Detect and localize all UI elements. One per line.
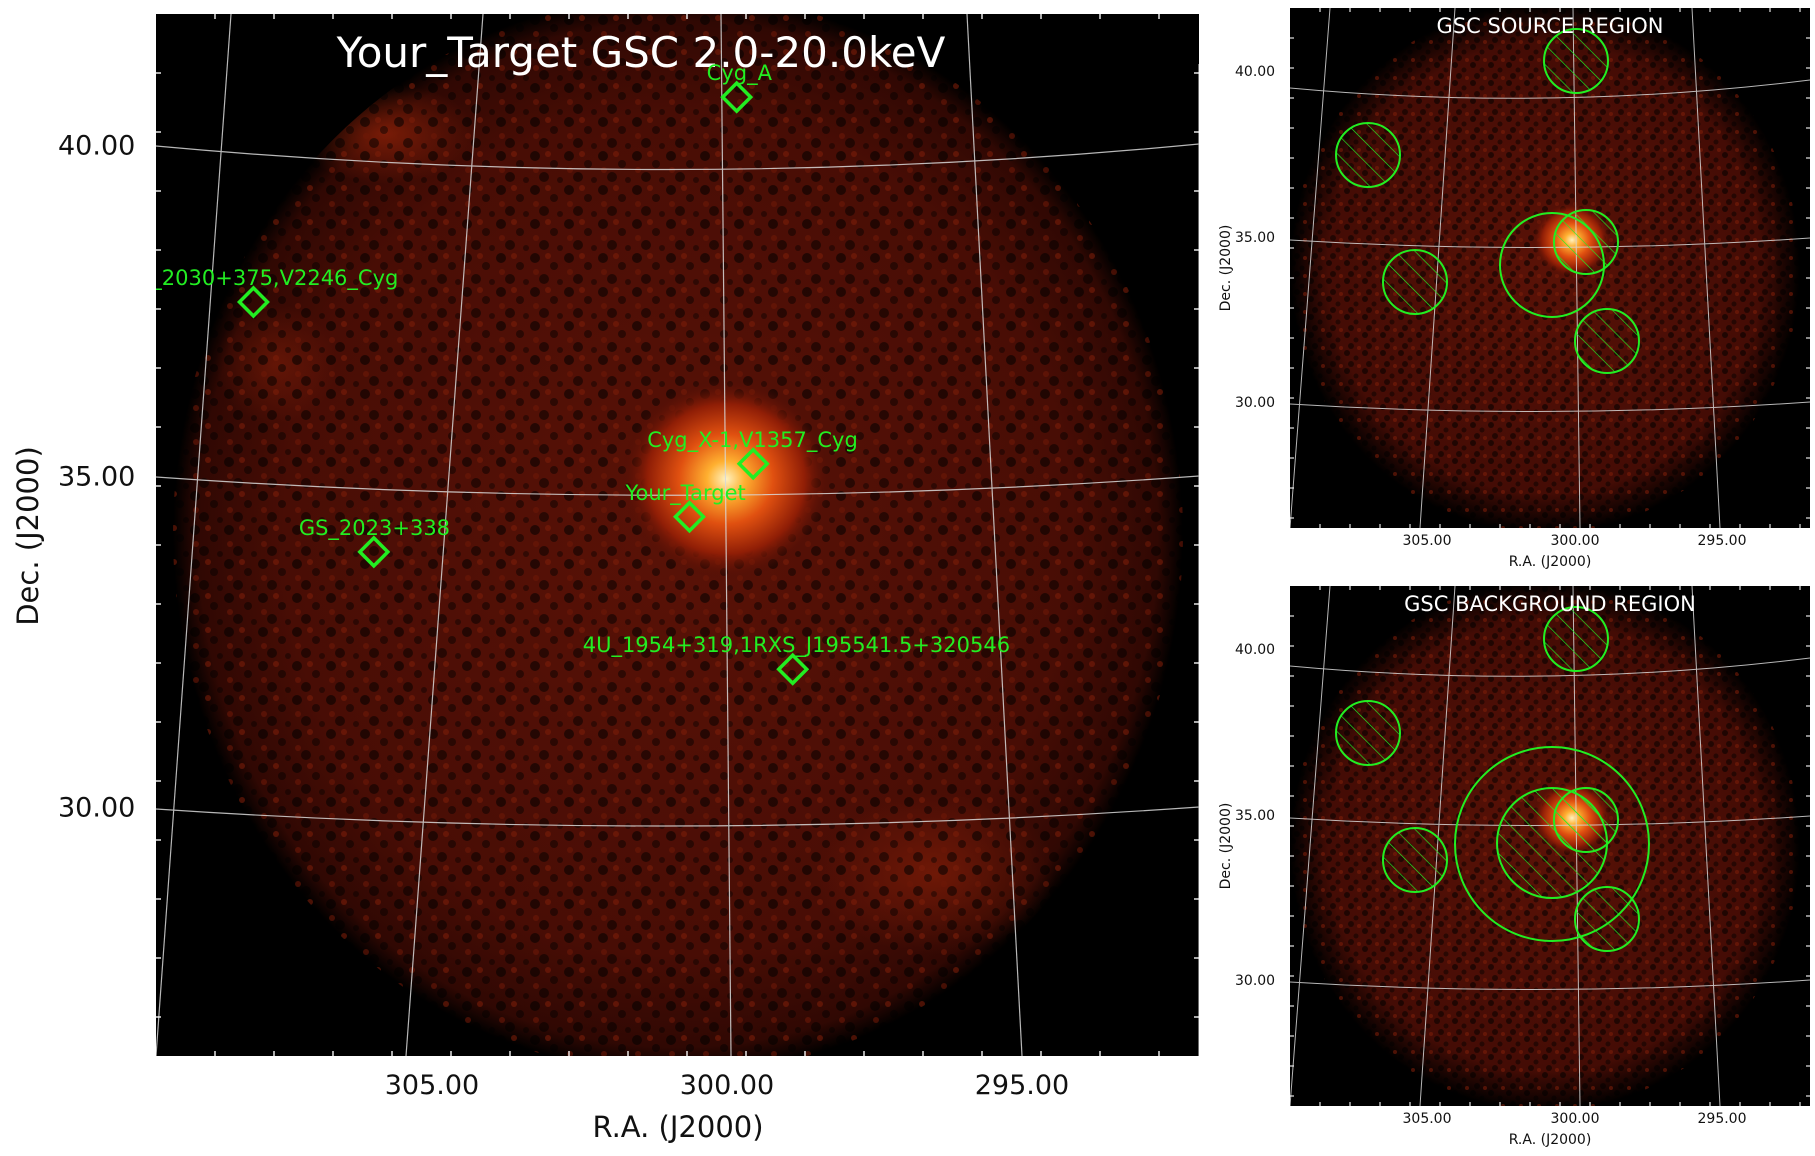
source-name-label: Cyg_X-1,V1357_Cyg [647, 427, 858, 452]
x-axis-label: R.A. (J2000) [1508, 1132, 1592, 1148]
exclusion-regions [1335, 28, 1640, 374]
source-region-map [1290, 8, 1810, 528]
source-region-panel: GSC SOURCE REGION [1290, 8, 1810, 528]
x-axis-label: R.A. (J2000) [592, 1110, 764, 1144]
background-annulus-circle [1454, 746, 1650, 942]
y-tick-label: 40.00 [58, 130, 136, 162]
x-axis-label: R.A. (J2000) [1508, 554, 1592, 570]
source-name-label: GS_2023+338 [298, 515, 451, 540]
y-tick-label: 35.00 [58, 461, 136, 493]
y-axis-label: Dec. (J2000) [1218, 802, 1234, 890]
source-extraction-circle [1499, 212, 1605, 318]
y-tick-label: 30.00 [1235, 973, 1276, 989]
main-image-panel: Your_Target GSC 2.0-20.0keV Cyg_A EXO_203… [156, 14, 1199, 1056]
y-tick-label: 40.00 [1235, 64, 1276, 80]
y-tick-label: 40.00 [1235, 642, 1276, 658]
x-tick-label: 305.00 [1402, 533, 1452, 549]
main-title: Your_Target GSC 2.0-20.0keV [336, 28, 946, 77]
source-diamond-marker [357, 535, 391, 569]
exclusion-regions [1335, 606, 1640, 952]
source-diamond-marker [672, 500, 706, 534]
coordinate-grid [156, 14, 1199, 1056]
source-name-label: 4U_1954+319,1RXS_J195541.5+320546 [582, 633, 1011, 658]
x-tick-label: 300.00 [679, 1070, 775, 1101]
source-name-label: Cyg_A [706, 61, 772, 86]
x-tick-label: 305.00 [384, 1070, 480, 1101]
y-axis-label: Dec. (J2000) [1218, 224, 1234, 312]
source-diamond-marker [720, 80, 754, 114]
background-region-title: GSC BACKGROUND REGION [1404, 592, 1696, 616]
source-markers [236, 80, 810, 686]
x-tick-label: 295.00 [974, 1070, 1070, 1101]
y-tick-label: 35.00 [1235, 808, 1276, 824]
source-name-label: EXO_2030+375,V2246_Cyg [156, 265, 399, 290]
source-diamond-marker [776, 652, 810, 686]
background-region-map [1290, 586, 1810, 1106]
source-diamond-marker [736, 447, 770, 481]
source-diamond-marker [236, 285, 270, 319]
y-tick-label: 30.00 [58, 792, 136, 824]
source-region-title: GSC SOURCE REGION [1436, 14, 1664, 38]
x-tick-label: 295.00 [1697, 533, 1747, 549]
y-axis-label: Dec. (J2000) [11, 446, 45, 626]
x-tick-label: 305.00 [1402, 1111, 1452, 1127]
main-sky-map [156, 14, 1199, 1056]
x-tick-label: 295.00 [1697, 1111, 1747, 1127]
source-name-label: Your_Target [625, 480, 746, 505]
y-tick-label: 30.00 [1235, 395, 1276, 411]
y-tick-label: 35.00 [1235, 230, 1276, 246]
x-tick-label: 300.00 [1550, 1111, 1600, 1127]
background-region-panel: GSC BACKGROUND REGION [1290, 586, 1810, 1106]
x-tick-label: 300.00 [1550, 533, 1600, 549]
